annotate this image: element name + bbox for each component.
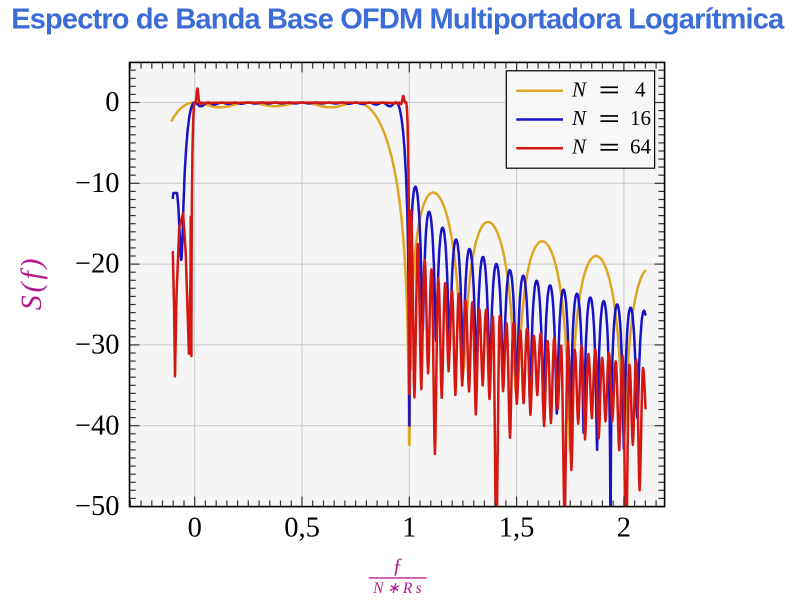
svg-text:N64: N 64 — [571, 135, 652, 159]
svg-text:−20: −20 — [75, 249, 120, 280]
svg-text:0: 0 — [105, 87, 119, 118]
svg-text:−30: −30 — [75, 330, 120, 361]
svg-text:ƒ: ƒ — [392, 554, 403, 578]
svg-text:Espectro de Banda Base OFDM Mu: Espectro de Banda Base OFDM Multiportado… — [11, 4, 785, 36]
svg-text:N4: N4 — [571, 77, 646, 101]
svg-text:1: 1 — [402, 513, 416, 544]
svg-text:−10: −10 — [75, 168, 120, 199]
svg-text:−40: −40 — [75, 410, 120, 441]
svg-text:S(f): S(f) — [15, 256, 48, 311]
svg-text:N∗Rs: N∗Rs — [372, 580, 425, 597]
svg-text:0,5: 0,5 — [284, 513, 320, 544]
svg-text:−50: −50 — [75, 491, 120, 522]
svg-text:0: 0 — [188, 513, 202, 544]
svg-text:2: 2 — [617, 513, 631, 544]
svg-text:1,5: 1,5 — [499, 513, 535, 544]
svg-text:N16: N 16 — [571, 106, 651, 130]
